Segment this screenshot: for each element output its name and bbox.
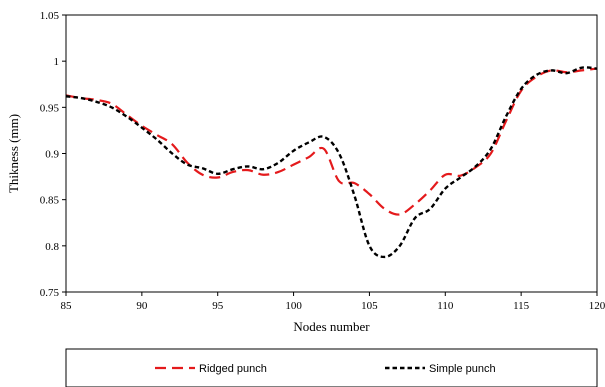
y-tick-label: 1.05 <box>40 10 60 22</box>
series-line-ridged-punch <box>65 67 598 216</box>
y-tick-label: 0.95 <box>40 102 60 114</box>
legend-label: Simple punch <box>429 363 496 375</box>
x-tick-label: 105 <box>361 300 378 312</box>
y-tick-label: 0.85 <box>40 195 60 207</box>
x-tick-label: 85 <box>61 300 73 312</box>
y-tick-label: 0.9 <box>45 149 59 161</box>
legend-label: Ridged punch <box>199 363 267 375</box>
legend-box <box>65 348 598 387</box>
y-tick-label: 0.8 <box>45 241 59 253</box>
y-axis-title: Thikness (mm) <box>6 114 21 193</box>
x-tick-label: 90 <box>136 300 148 312</box>
x-axis-ticks: 85 90 95 100 105 110 115 120 <box>61 292 605 312</box>
y-axis-ticks: 0.75 0.8 0.85 0.9 0.95 1 1.05 <box>40 10 66 299</box>
legend: Ridged punch Simple punch <box>65 348 598 387</box>
x-tick-label: 110 <box>437 300 454 312</box>
plot-area-frame <box>65 14 598 293</box>
x-tick-label: 115 <box>513 300 530 312</box>
x-tick-label: 95 <box>212 300 224 312</box>
y-tick-label: 0.75 <box>40 287 60 299</box>
x-tick-label: 120 <box>589 300 605 312</box>
x-tick-label: 100 <box>285 300 302 312</box>
y-tick-label: 1 <box>54 56 60 68</box>
x-axis-title: Nodes number <box>293 319 370 334</box>
series-layer <box>65 66 598 259</box>
series-line-simple-punch <box>65 66 598 259</box>
